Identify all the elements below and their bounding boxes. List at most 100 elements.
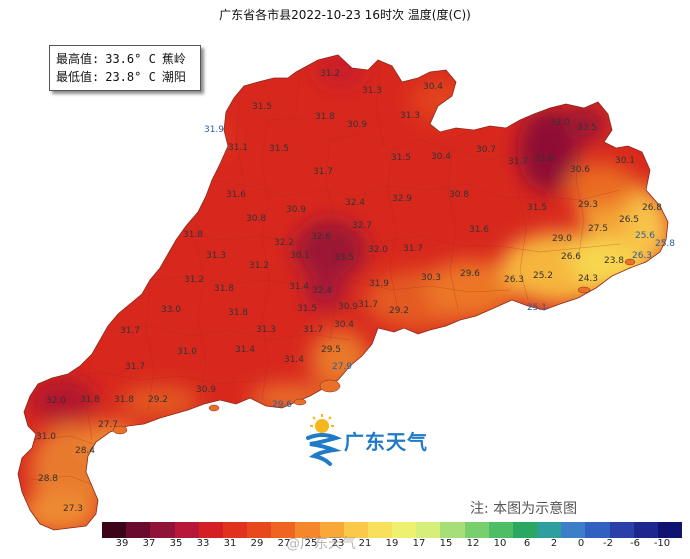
station-value: 31.8 xyxy=(214,284,234,294)
colorbar-tick-label: 27 xyxy=(277,538,291,549)
station-value: 30.1 xyxy=(290,251,310,261)
colorbar-swatch xyxy=(222,522,248,538)
station-value: 31.4 xyxy=(289,282,309,292)
colorbar-swatch xyxy=(150,522,175,538)
max-value: 33.6° C xyxy=(105,52,156,66)
colorbar-tick-label: 25 xyxy=(304,538,318,549)
colorbar-swatch xyxy=(561,522,586,538)
max-label: 最高值: xyxy=(56,52,100,66)
colorbar-swatch xyxy=(609,522,634,538)
station-value: 31.4 xyxy=(284,355,304,365)
colorbar-tick-label: 6 xyxy=(523,538,531,549)
colorbar-swatch xyxy=(174,522,199,538)
station-value: 31.0 xyxy=(36,432,56,442)
colorbar-swatch xyxy=(247,522,272,538)
colorbar-swatch xyxy=(464,522,489,538)
station-value: 29.6 xyxy=(272,400,292,410)
station-value: 25.2 xyxy=(533,271,553,281)
sun-swirl-icon xyxy=(306,414,342,466)
station-value: 30.9 xyxy=(338,302,358,312)
station-value: 23.8 xyxy=(604,256,624,266)
station-value: 31.3 xyxy=(256,325,276,335)
colorbar-tick-label: 19 xyxy=(385,538,399,549)
min-value: 23.8° C xyxy=(105,70,156,84)
colorbar-swatch xyxy=(416,522,441,538)
station-value: 32.4 xyxy=(312,286,332,296)
logo-text: 广东天气 xyxy=(344,430,428,454)
colorbar-swatch xyxy=(367,522,393,538)
station-value: 31.9 xyxy=(369,279,389,289)
station-value: 33.5 xyxy=(334,253,354,263)
station-value: 29.5 xyxy=(321,345,341,355)
colorbar-swatch xyxy=(537,522,562,538)
station-value: 26.3 xyxy=(504,275,524,285)
station-value: 32.0 xyxy=(550,118,570,128)
colorbar-tick-label: 35 xyxy=(169,538,183,549)
station-value: 31.6 xyxy=(469,225,489,235)
colorbar-swatch xyxy=(102,522,127,538)
station-value: 27.9 xyxy=(332,362,352,372)
station-value: 28.8 xyxy=(38,474,58,484)
station-value: 31.3 xyxy=(206,251,226,261)
station-value: 31.2 xyxy=(320,69,340,79)
colorbar-swatch xyxy=(512,522,538,538)
temperature-colorbar xyxy=(102,522,683,538)
colorbar-tick-label: 33 xyxy=(196,538,210,549)
max-place: 蕉岭 xyxy=(161,52,186,66)
colorbar-tick-label: 39 xyxy=(115,538,129,549)
station-value: 31.7 xyxy=(313,167,333,177)
station-value: 31.7 xyxy=(120,326,140,336)
station-value: 32.4 xyxy=(345,198,365,208)
watermark: @广东天气 xyxy=(286,536,356,552)
station-value: 31.5 xyxy=(391,153,411,163)
guangdong-weather-logo: 广东天气 xyxy=(302,412,452,472)
station-value: 29.2 xyxy=(148,395,168,405)
station-value: 31.5 xyxy=(527,203,547,213)
station-value: 29.2 xyxy=(389,306,409,316)
colorbar-tick-label: 10 xyxy=(493,538,507,549)
station-value: 30.4 xyxy=(431,152,451,162)
station-value: 33.0 xyxy=(161,305,181,315)
station-value: 26.8 xyxy=(642,203,662,213)
station-value: 30.7 xyxy=(476,145,496,155)
colorbar-tick-label: 12 xyxy=(466,538,480,549)
colorbar-swatch xyxy=(319,522,344,538)
station-value: 31.7 xyxy=(125,362,145,372)
colorbar-swatch xyxy=(585,522,610,538)
colorbar-tick-label: 37 xyxy=(142,538,156,549)
station-value: 32.0 xyxy=(368,245,388,255)
station-value: 33.5 xyxy=(577,123,597,133)
station-value: 24.3 xyxy=(578,274,598,284)
colorbar-tick-label: 17 xyxy=(412,538,426,549)
station-value: 32.0 xyxy=(46,396,66,406)
station-value: 31.8 xyxy=(315,112,335,122)
colorbar-ticks: 39 37 35 33 31 29 27 25 23 21 19 17 15 12 10 6 2 0 -2 -6 -10 xyxy=(102,538,682,554)
colorbar-tick-label: 2 xyxy=(550,538,558,549)
station-value: 31.7 xyxy=(303,325,323,335)
disclaimer-note: 注: 本图为示意图 xyxy=(470,501,578,517)
station-value: 31.2 xyxy=(249,261,269,271)
station-value: 32.9 xyxy=(392,194,412,204)
station-value: 26.6 xyxy=(561,252,581,262)
station-value: 31.8 xyxy=(114,395,134,405)
station-value: 30.8 xyxy=(449,190,469,200)
station-value: 31.7 xyxy=(403,244,423,254)
colorbar-tick-label: -10 xyxy=(653,538,671,549)
colorbar-swatch xyxy=(198,522,223,538)
station-value: 30.3 xyxy=(421,273,441,283)
station-value: 31.9 xyxy=(204,125,224,135)
station-value: 30.1 xyxy=(615,156,635,166)
station-value: 32.7 xyxy=(352,221,372,231)
min-row: 最低值: 23.8° C 潮阳 xyxy=(56,68,194,86)
station-value: 30.9 xyxy=(286,205,306,215)
station-value: 32.2 xyxy=(274,238,294,248)
colorbar-tick-label: 29 xyxy=(250,538,264,549)
station-value: 27.5 xyxy=(588,224,608,234)
colorbar-tick-label: -2 xyxy=(603,538,613,549)
colorbar-tick-label: 0 xyxy=(577,538,585,549)
station-value: 30.4 xyxy=(423,82,443,92)
station-value: 31.5 xyxy=(297,304,317,314)
station-value: 30.4 xyxy=(334,320,354,330)
colorbar-swatch xyxy=(271,522,296,538)
station-value: 31.4 xyxy=(235,345,255,355)
